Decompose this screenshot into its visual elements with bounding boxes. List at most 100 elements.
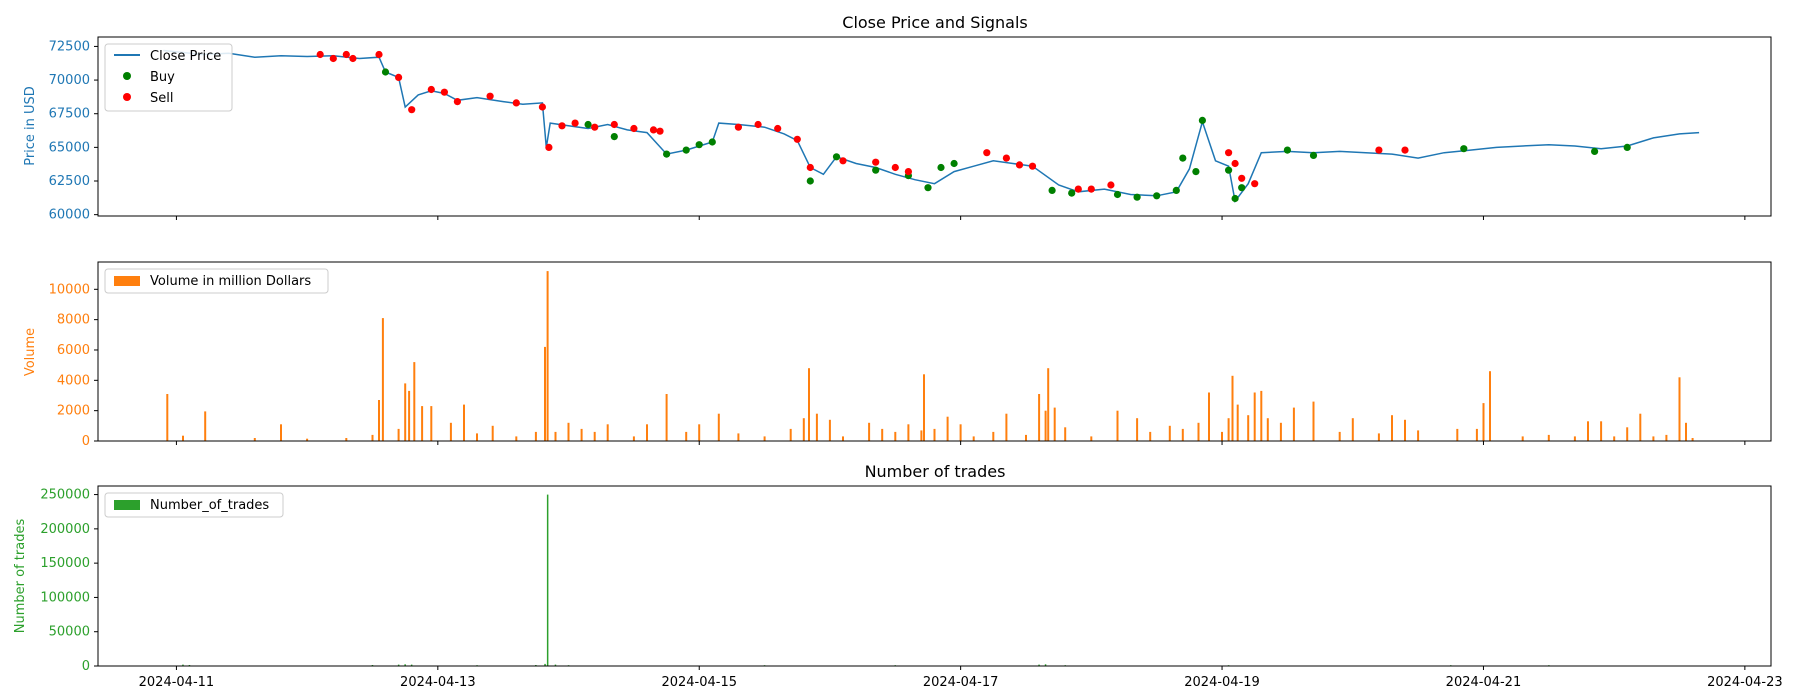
x-tick-label: 2024-04-11 bbox=[139, 675, 215, 690]
volume-plot-area bbox=[166, 271, 1694, 441]
buy-signal-point bbox=[1591, 147, 1599, 155]
buy-signal-point bbox=[695, 141, 703, 149]
buy-signal-point bbox=[1153, 192, 1161, 200]
volume-bar bbox=[491, 425, 494, 441]
sell-signal-point bbox=[571, 119, 579, 127]
volume-bar bbox=[698, 424, 701, 441]
close-price-legend-label: Close Price bbox=[150, 49, 221, 64]
volume-bar bbox=[381, 318, 384, 441]
y-tick-label: 72500 bbox=[49, 39, 90, 54]
volume-bar bbox=[1266, 418, 1269, 441]
volume-bar bbox=[1665, 434, 1668, 441]
volume-bar bbox=[1685, 422, 1687, 441]
price-legend-box bbox=[104, 43, 233, 112]
volume-bar bbox=[404, 383, 407, 441]
trades-bar bbox=[404, 664, 406, 666]
volume-bar bbox=[1404, 419, 1406, 441]
volume-bar bbox=[946, 416, 949, 441]
volume-legend-box bbox=[104, 268, 329, 294]
trades-y-ticks: 0 50000 100000 150000 200000 250000 bbox=[40, 488, 98, 674]
trades-bar bbox=[1044, 664, 1047, 666]
buy-signal-point bbox=[1172, 186, 1180, 194]
volume-bar bbox=[166, 394, 169, 441]
buy-signal-point bbox=[872, 166, 880, 174]
volume-bar bbox=[378, 400, 380, 441]
trades-bar bbox=[182, 664, 184, 666]
volume-bar bbox=[306, 438, 309, 441]
buy-signal-point bbox=[832, 153, 841, 161]
volume-bar bbox=[430, 406, 433, 441]
sell-signal-point bbox=[774, 124, 782, 133]
volume-bar bbox=[894, 431, 897, 441]
volume-bar bbox=[1456, 428, 1459, 441]
volume-axes-frame bbox=[97, 261, 1772, 442]
buy-signal-point bbox=[1460, 145, 1468, 153]
sell-signal-point bbox=[1107, 181, 1115, 189]
buy-signal-point bbox=[1192, 168, 1200, 176]
volume-bar bbox=[665, 394, 668, 441]
volume-bar bbox=[1136, 418, 1139, 441]
sell-signal-point bbox=[440, 88, 448, 96]
volume-bar bbox=[1044, 410, 1047, 441]
y-tick-label: 65000 bbox=[49, 140, 90, 155]
volume-legend: Volume in million Dollars bbox=[104, 268, 329, 294]
y-tick-label: 0 bbox=[82, 434, 90, 449]
volume-bar bbox=[567, 422, 570, 441]
volume-bar bbox=[1221, 431, 1223, 441]
volume-bar bbox=[1587, 421, 1589, 441]
sell-signal-point bbox=[1028, 162, 1037, 170]
buy-signal-point bbox=[806, 177, 814, 185]
volume-bar bbox=[842, 436, 844, 441]
y-tick-label: 0 bbox=[82, 659, 90, 674]
price-legend: Close Price Buy Sell bbox=[104, 43, 233, 112]
close-price-line bbox=[163, 49, 1700, 204]
buy-signal-point bbox=[924, 184, 932, 192]
sell-signal-point bbox=[545, 143, 553, 151]
sell-signal-point bbox=[375, 50, 383, 59]
y-tick-label: 6000 bbox=[57, 343, 90, 358]
sell-signal-point bbox=[591, 123, 599, 131]
y-tick-label: 150000 bbox=[40, 556, 90, 571]
volume-bar bbox=[1116, 410, 1119, 441]
sell-signal-point bbox=[486, 92, 494, 100]
sell-signal-point bbox=[329, 54, 337, 63]
volume-bar bbox=[1197, 422, 1200, 441]
volume-bar bbox=[204, 411, 207, 441]
volume-bar bbox=[1600, 421, 1603, 441]
volume-bar bbox=[408, 390, 411, 441]
volume-bar bbox=[1475, 428, 1478, 441]
volume-bar bbox=[280, 424, 282, 441]
buy-signal-point bbox=[1225, 166, 1233, 174]
volume-bar bbox=[1253, 392, 1256, 441]
sell-signal-point bbox=[1087, 185, 1095, 193]
volume-legend-swatch bbox=[114, 276, 140, 286]
volume-bar bbox=[907, 424, 910, 441]
volume-bar bbox=[534, 431, 537, 441]
sell-signal-point bbox=[427, 85, 435, 94]
trades-panel: Number of trades Number of trades 0 50000… bbox=[13, 462, 1783, 690]
volume-bar bbox=[1547, 434, 1550, 441]
volume-bar bbox=[397, 428, 400, 441]
volume-bar bbox=[1090, 436, 1093, 441]
volume-bar bbox=[476, 433, 478, 441]
x-tick-label: 2024-04-19 bbox=[1184, 675, 1260, 690]
volume-bar bbox=[413, 362, 416, 441]
trades-legend: Number_of_trades bbox=[104, 492, 284, 518]
y-tick-label: 62500 bbox=[49, 174, 90, 189]
volume-bar bbox=[959, 424, 962, 441]
volume-bar bbox=[1247, 415, 1250, 441]
buy-signal-point bbox=[584, 120, 592, 129]
price-x-ticks bbox=[175, 216, 1746, 220]
volume-bar bbox=[580, 428, 583, 441]
trades-bar bbox=[397, 664, 400, 666]
volume-bar bbox=[1613, 436, 1616, 441]
y-tick-label: 50000 bbox=[49, 625, 90, 640]
volume-bar bbox=[1573, 436, 1576, 441]
volume-legend-label: Volume in million Dollars bbox=[150, 274, 311, 289]
y-tick-label: 60000 bbox=[49, 208, 90, 223]
trades-legend-swatch bbox=[114, 500, 140, 510]
volume-bar bbox=[449, 422, 452, 441]
trades-legend-box bbox=[104, 492, 284, 518]
y-tick-label: 200000 bbox=[40, 522, 90, 537]
